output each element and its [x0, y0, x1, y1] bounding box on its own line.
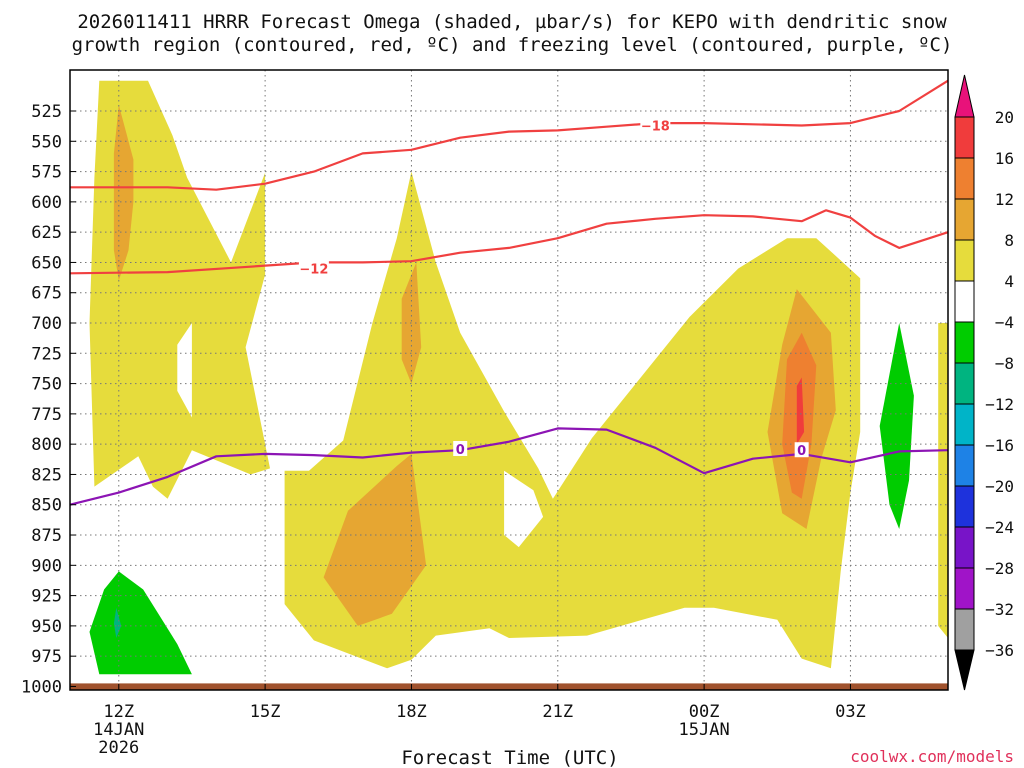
colorbar-label-2: 12 — [995, 190, 1014, 209]
x-tick-label-12Z: 12Z — [103, 702, 134, 722]
colorbar-box-8 — [954, 444, 975, 487]
shaded-region-10 — [89, 571, 192, 675]
shaded-region-4 — [113, 104, 134, 281]
y-tick-label-825: 825 — [31, 465, 62, 485]
colorbar-label-6: −8 — [995, 354, 1014, 373]
ground-surface — [70, 683, 948, 690]
colorbar-box-9 — [954, 485, 975, 528]
colorbar-label-9: −20 — [985, 477, 1014, 496]
colorbar-box-3 — [954, 239, 975, 282]
colorbar-top-arrow — [954, 74, 975, 118]
colorbar-label-7: −12 — [985, 395, 1014, 414]
shaded-region-6 — [323, 453, 427, 626]
contour-labels: −18 −12 0 0 — [298, 117, 809, 459]
colorbar: 20 16 12 8 4 −4 −8 −12 −16 −20 −24 −28 −32 −36 — [954, 74, 1014, 691]
y-tick-label-600: 600 — [31, 193, 62, 213]
x-tick-sublabel-12Z: 14JAN — [93, 720, 144, 740]
colorbar-label-0: 20 — [995, 108, 1014, 127]
y-tick-label-875: 875 — [31, 526, 62, 546]
colorbar-box-2 — [954, 198, 975, 241]
contour-label-2: 0 — [456, 443, 465, 458]
y-tick-label-775: 775 — [31, 405, 62, 425]
y-tick-label-950: 950 — [31, 617, 62, 637]
y-axis-ticks: 525 550 575 600 625 650 675 700 725 750 775 800 825 8… — [21, 102, 76, 697]
y-tick-label-975: 975 — [31, 647, 62, 667]
y-tick-label-550: 550 — [31, 132, 62, 152]
shaded-region-2 — [504, 470, 544, 548]
colorbar-bottom-arrow — [954, 649, 975, 691]
x-tick-label-18Z: 18Z — [396, 702, 427, 722]
colorbar-label-1: 16 — [995, 149, 1014, 168]
y-tick-label-800: 800 — [31, 435, 62, 455]
contour-label-3: 0 — [797, 444, 806, 459]
colorbar-label-10: −24 — [985, 518, 1014, 537]
colorbar-box-1 — [954, 157, 975, 200]
colorbar-box-10 — [954, 526, 975, 569]
y-tick-label-575: 575 — [31, 163, 62, 183]
y-tick-label-650: 650 — [31, 253, 62, 273]
colorbar-box-4 — [954, 280, 975, 323]
chart-title-line1: 2026011411 HRRR Forecast Omega (shaded, … — [77, 11, 947, 33]
shaded-region-1 — [284, 171, 861, 669]
contour-label-bg-1 — [298, 260, 329, 276]
y-tick-label-525: 525 — [31, 102, 62, 122]
contour-label-bg-0 — [640, 117, 671, 133]
shaded-region-11 — [113, 607, 122, 638]
x-tick-label-03Z: 03Z — [835, 702, 866, 722]
colorbar-label-3: 8 — [1004, 231, 1014, 250]
x-axis-label: Forecast Time (UTC) — [401, 747, 618, 768]
x-tick-sublabel-00Z: 15JAN — [679, 720, 730, 740]
y-tick-label-700: 700 — [31, 314, 62, 334]
grid-lines — [70, 70, 948, 690]
x-tick-label-15Z: 15Z — [250, 702, 281, 722]
colorbar-box-7 — [954, 403, 975, 446]
colorbar-label-4: 4 — [1004, 272, 1014, 291]
contour-line-1 — [70, 79, 949, 191]
shaded-region-0 — [89, 80, 270, 499]
shaded-region-12 — [879, 323, 914, 529]
y-tick-label-900: 900 — [31, 556, 62, 576]
chart-title-line2: growth region (contoured, red, ºC) and f… — [72, 34, 953, 56]
contour-label-bg-2 — [453, 441, 468, 457]
omega-shading — [89, 80, 948, 675]
colorbar-box-5 — [954, 321, 975, 364]
x-tick-year-12Z: 2026 — [98, 738, 139, 758]
shaded-region-9 — [796, 377, 805, 445]
colorbar-box-11 — [954, 567, 975, 610]
colorbar-box-6 — [954, 362, 975, 405]
colorbar-box-12 — [954, 608, 975, 651]
plot-frame — [69, 69, 949, 691]
y-tick-label-850: 850 — [31, 496, 62, 516]
colorbar-label-13: −36 — [985, 641, 1014, 660]
contour-label-0: −18 — [641, 120, 670, 135]
colorbar-label-5: −4 — [995, 313, 1014, 332]
y-tick-label-750: 750 — [31, 375, 62, 395]
colorbar-label-8: −16 — [985, 436, 1014, 455]
colorbar-box-0 — [954, 116, 975, 159]
colorbar-label-11: −28 — [985, 559, 1014, 578]
credit-text: coolwx.com/models — [850, 747, 1014, 766]
x-tick-label-21Z: 21Z — [542, 702, 573, 722]
y-tick-label-675: 675 — [31, 284, 62, 304]
y-tick-label-925: 925 — [31, 587, 62, 607]
y-tick-label-725: 725 — [31, 344, 62, 364]
contour-label-1: −12 — [299, 262, 328, 277]
shaded-region-3 — [938, 323, 948, 638]
colorbar-label-12: −32 — [985, 600, 1014, 619]
y-tick-label-625: 625 — [31, 223, 62, 243]
x-tick-label-00Z: 00Z — [689, 702, 720, 722]
y-tick-label-1000: 1000 — [21, 677, 62, 697]
contour-label-bg-3 — [794, 442, 809, 458]
